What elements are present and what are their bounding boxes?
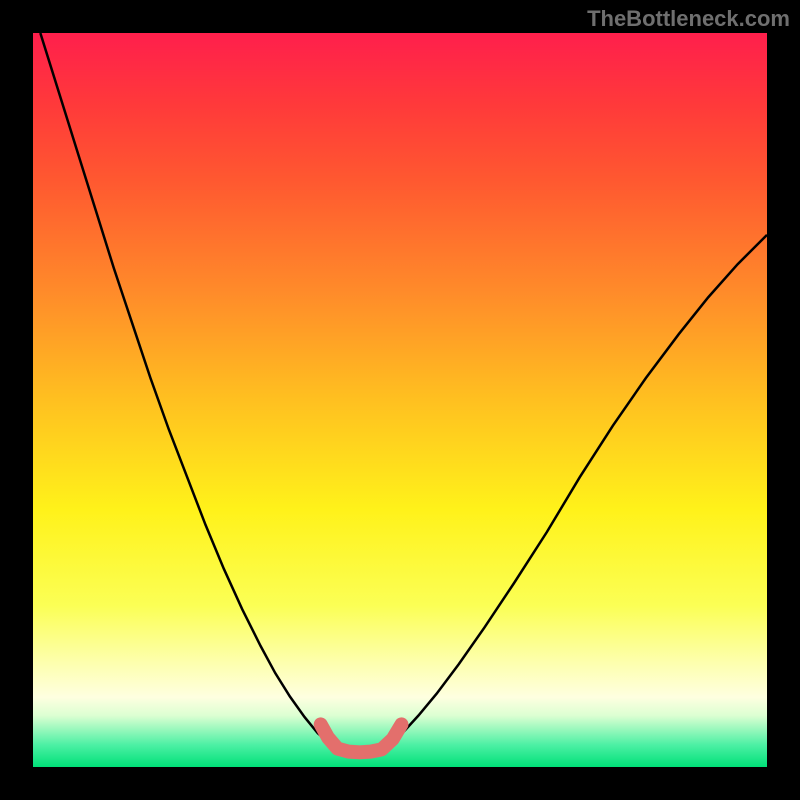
curve-left [40,33,326,741]
watermark-text: TheBottleneck.com [587,6,790,32]
curve-right [393,235,767,741]
curve-trough-overlay [321,724,402,752]
chart-container: TheBottleneck.com [0,0,800,800]
plot-curves-svg [33,33,767,767]
plot-frame [33,33,767,767]
